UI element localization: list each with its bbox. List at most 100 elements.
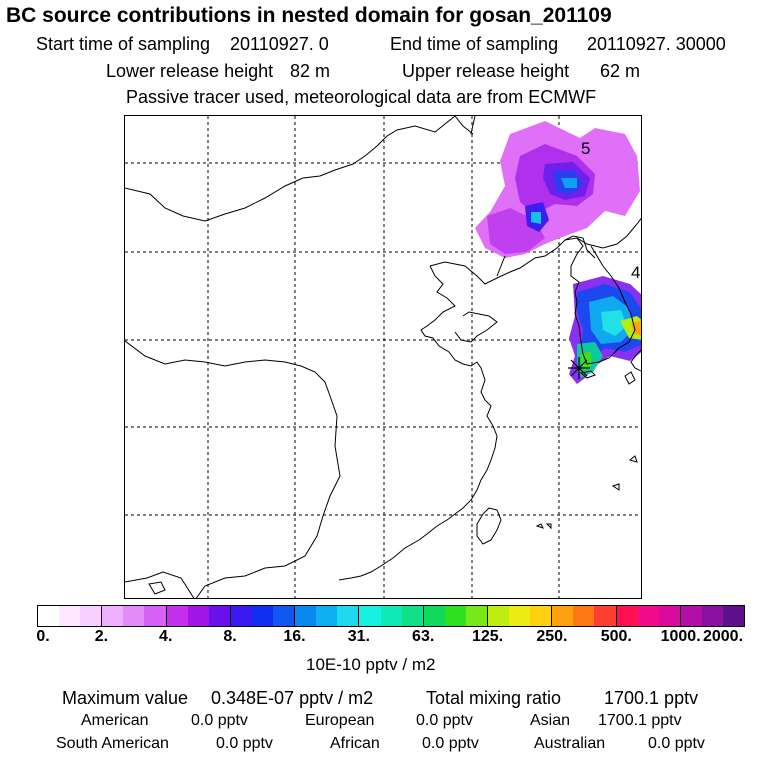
colorbar-segment: [615, 606, 638, 626]
colorbar-segment: [723, 606, 745, 626]
colorbar-tick-label: 2.: [94, 628, 109, 645]
region-name: South American: [56, 735, 169, 752]
region-name: European: [305, 712, 375, 729]
plume-region: [561, 178, 577, 188]
max-value-label: Maximum value: [62, 688, 189, 708]
colorbar-segment: [380, 606, 402, 626]
colorbar-tick-label: 8.: [223, 628, 237, 645]
region-name: African: [330, 735, 380, 752]
colorbar-tick-label: 4.: [159, 628, 173, 645]
upper-release-label: Upper release height: [402, 61, 570, 81]
max-value: 0.348E-07 pptv / m2: [211, 688, 374, 708]
coastline: [630, 349, 641, 372]
region-value: 1700.1 pptv: [598, 712, 682, 729]
total-mixing-label: Total mixing ratio: [426, 688, 562, 708]
asterisk-marker-icon: [568, 357, 590, 379]
concentration-plume: [475, 121, 641, 384]
border-line: [125, 340, 331, 397]
colorbar-tick-label: 125.: [471, 628, 504, 645]
border-line: [125, 116, 456, 222]
colorbar-tick-label: 2000.: [702, 628, 744, 645]
colorbar-segment: [358, 606, 381, 626]
colorbar-segment: [208, 606, 230, 626]
tracer-note: Passive tracer used, meteorological data…: [126, 87, 597, 107]
lower-release-label: Lower release height: [106, 61, 274, 81]
coastline: [420, 265, 478, 367]
colorbar-tick-label: 31.: [347, 628, 370, 645]
coastline: [454, 311, 498, 343]
marker-stroke: [570, 359, 588, 377]
map-panel: 5 4: [124, 115, 642, 599]
island-outline: [148, 581, 166, 595]
colorbar-segment: [701, 606, 723, 626]
lower-release-value: 82 m: [290, 61, 331, 81]
island-outline: [579, 370, 596, 379]
end-time-label: End time of sampling: [390, 34, 559, 54]
colorbar-segment: [594, 606, 616, 626]
colorbar-segment: [80, 606, 102, 626]
colorbar-segment: [573, 606, 595, 626]
region-name: Asian: [530, 712, 571, 729]
colorbar-tick-label: 250.: [536, 628, 568, 645]
map-label-5: 5: [581, 139, 590, 158]
coastline: [496, 255, 506, 277]
island-outline: [535, 523, 544, 529]
colorbar-tick-label: 16.: [283, 628, 306, 645]
colorbar: [37, 605, 745, 627]
start-time-label: Start time of sampling: [36, 34, 211, 54]
colorbar-tick-label: 500.: [600, 628, 632, 645]
colorbar-segment: [444, 606, 466, 626]
end-time-value: 20110927. 30000: [587, 34, 726, 54]
colorbar-segment: [59, 606, 81, 626]
colorbar-segment: [422, 606, 445, 626]
start-time-value: 20110927. 0: [230, 34, 329, 54]
region-value: 0.0 pptv: [422, 735, 479, 752]
border-line: [470, 116, 476, 135]
region-value: 0.0 pptv: [416, 712, 473, 729]
colorbar-segment: [551, 606, 574, 626]
colorbar-segment: [101, 606, 124, 626]
region-value: 0.0 pptv: [216, 735, 273, 752]
colorbar-segment: [123, 606, 145, 626]
colorbar-segment: [273, 606, 295, 626]
plume-region: [601, 310, 627, 336]
colorbar-segment: [316, 606, 338, 626]
colorbar-segment: [465, 606, 487, 626]
island-outline: [628, 455, 638, 463]
island-outline: [611, 483, 620, 491]
colorbar-tick-label: 0.: [36, 628, 50, 645]
colorbar-segment: [679, 606, 702, 626]
colorbar-segment: [187, 606, 209, 626]
coastline: [418, 361, 498, 541]
plot-title: BC source contributions in nested domain…: [6, 4, 612, 27]
colorbar-segment: [165, 606, 188, 626]
colorbar-segment: [637, 606, 659, 626]
colorbar-tick-label: 1000.: [660, 628, 701, 645]
region-name: American: [81, 712, 149, 729]
colorbar-segment: [509, 606, 531, 626]
island-outline: [624, 371, 636, 385]
region-value: 0.0 pptv: [191, 712, 248, 729]
colorbar-unit: 10E-10 pptv / m2: [306, 655, 436, 674]
colorbar-segment: [251, 606, 274, 626]
upper-release-value: 62 m: [600, 61, 641, 81]
border-line: [564, 217, 641, 249]
colorbar-segment: [337, 606, 359, 626]
taiwan-outline: [476, 507, 502, 545]
colorbar-segment: [229, 606, 252, 626]
colorbar-segment: [38, 606, 60, 626]
colorbar-segment: [530, 606, 552, 626]
colorbar-segment: [486, 606, 510, 626]
island-outline: [545, 523, 552, 530]
colorbar-segment: [294, 606, 317, 626]
map-svg: 5 4: [125, 116, 641, 598]
total-mixing-value: 1700.1 pptv: [604, 688, 699, 708]
coastline: [338, 539, 420, 581]
colorbar-segment: [401, 606, 423, 626]
colorbar-segment: [144, 606, 166, 626]
coastlines: [125, 116, 641, 598]
map-label-4: 4: [631, 263, 640, 282]
colorbar-segment: [658, 606, 680, 626]
coastline: [570, 237, 636, 365]
border-line: [125, 571, 195, 598]
